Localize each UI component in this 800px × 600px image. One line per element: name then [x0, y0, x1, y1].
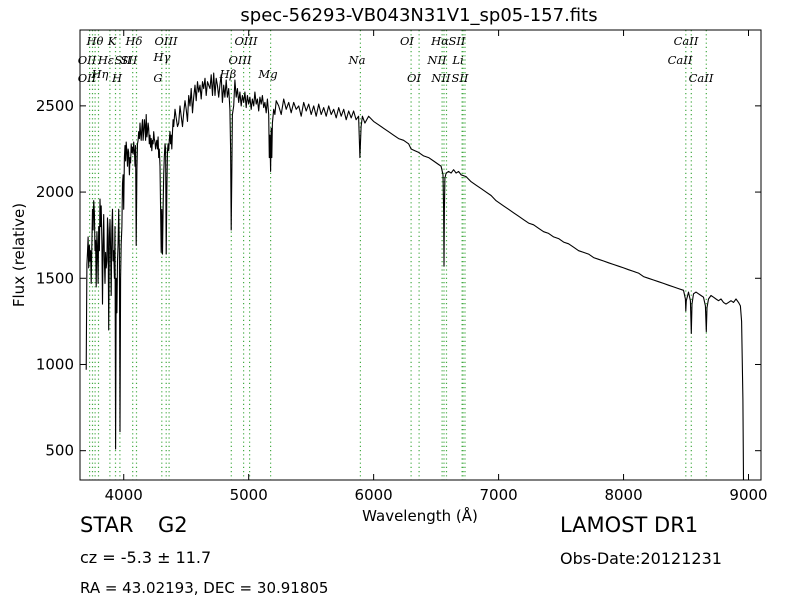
x-tick-label: 4000	[105, 486, 143, 504]
x-axis-ticks: 4000 5000 6000 7000 8000 9000	[105, 30, 768, 504]
plot-frame	[79, 29, 762, 481]
line-marker-label: Hθ	[86, 34, 104, 48]
chart-title: spec-56293-VB043N31V1_sp05-157.fits	[240, 5, 598, 26]
line-marker-label: Mg	[257, 67, 277, 81]
x-tick-label: 8000	[604, 486, 642, 504]
line-marker-label: OI	[400, 34, 414, 48]
line-marker-group	[88, 30, 707, 480]
x-tick-label: 9000	[729, 486, 767, 504]
x-tick-label: 6000	[355, 486, 393, 504]
line-marker-label: NII	[426, 53, 447, 67]
y-tick-label: 1500	[36, 269, 74, 287]
line-marker-label: Hδ	[125, 34, 143, 48]
line-marker-label: CaII	[668, 53, 693, 67]
line-marker-label: Li	[451, 53, 464, 67]
line-marker-label: Hγ	[153, 50, 171, 64]
observation-date: Obs-Date:20121231	[560, 549, 722, 568]
line-marker-label: OIII	[228, 53, 252, 67]
line-marker-label: Hη	[91, 67, 109, 81]
line-marker-label: OII	[78, 53, 97, 67]
line-marker-label: OI	[407, 71, 421, 85]
redshift-value: cz = -5.3 ± 11.7	[80, 548, 212, 567]
line-marker-label: CaII	[674, 34, 699, 48]
spectrum-line	[85, 72, 745, 481]
line-marker-label: Hα	[430, 34, 449, 48]
line-marker-label: CaII	[689, 71, 714, 85]
x-tick-label: 7000	[480, 486, 518, 504]
y-tick-label: 2000	[36, 183, 74, 201]
survey-name: LAMOST DR1	[560, 513, 699, 537]
x-axis-label: Wavelength (Å)	[362, 506, 478, 525]
line-marker-label: H	[111, 71, 123, 85]
line-marker-label: SII	[121, 53, 138, 67]
line-marker-label: SII	[452, 71, 469, 85]
y-tick-label: 500	[45, 442, 74, 460]
line-marker-label: OII	[78, 71, 97, 85]
line-marker-label: SII	[115, 53, 132, 67]
line-marker-label: Hε	[97, 53, 114, 67]
y-tick-label: 1000	[36, 355, 74, 373]
line-marker-label: OIII	[234, 34, 258, 48]
line-marker-label: Hβ	[219, 67, 237, 81]
object-class: STAR	[80, 513, 134, 537]
y-axis-ticks: 500 1000 1500 2000 2500	[36, 97, 761, 460]
object-subclass: G2	[158, 513, 188, 537]
line-marker-label: Na	[348, 53, 366, 67]
y-axis-label: Flux (relative)	[10, 203, 28, 307]
line-marker-label: OIII	[154, 34, 178, 48]
line-marker-label: K	[107, 34, 118, 48]
y-tick-label: 2500	[36, 97, 74, 115]
line-marker-label: SII	[449, 34, 466, 48]
x-tick-label: 5000	[230, 486, 268, 504]
line-marker-label: NII	[430, 71, 451, 85]
line-marker-label: G	[153, 71, 162, 85]
coordinates: RA = 43.02193, DEC = 30.91805	[80, 579, 329, 597]
